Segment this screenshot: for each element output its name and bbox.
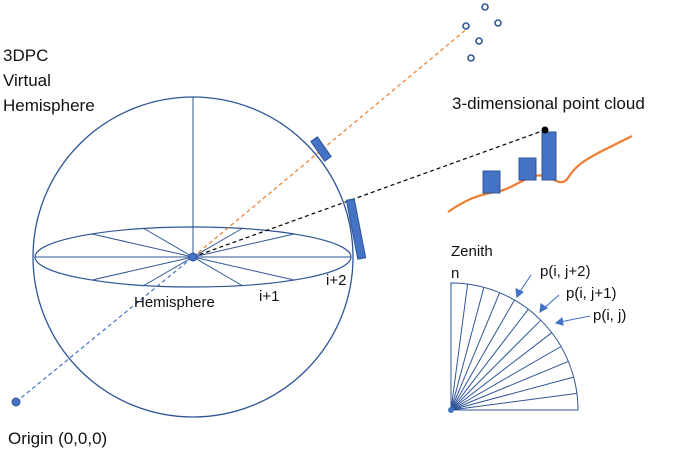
cloud-bar-2 [518, 157, 537, 181]
terrain-curve [447, 135, 633, 213]
point-cloud-label: 3-dimensional point cloud [452, 94, 645, 113]
center-point [188, 252, 198, 262]
zenith-origin-point [448, 407, 454, 413]
i-plus-1-label: i+1 [259, 288, 280, 305]
n-label: n [451, 265, 460, 282]
i-plus-2-label: i+2 [326, 272, 347, 289]
p-ij2-label: p(i, j+2) [540, 263, 591, 280]
p-ij1-label: p(i, j+1) [566, 285, 617, 302]
zenith-fan [450, 282, 579, 411]
title-line-2: Virtual [3, 71, 51, 90]
cloud-bar-3 [541, 131, 557, 181]
surface-bar-lower [345, 198, 367, 260]
title-line-1: 3DPC [3, 46, 49, 65]
p-arrows [515, 274, 591, 326]
origin-point [11, 397, 21, 407]
surface-bar-upper [310, 136, 332, 162]
title-line-3: Hemisphere [3, 96, 95, 115]
hemisphere-label: Hemisphere [134, 294, 215, 311]
cloud-top-point [541, 126, 549, 134]
black-ray [192, 129, 546, 258]
origin-label: Origin (0,0,0) [8, 429, 108, 448]
zenith-label: Zenith [451, 243, 493, 260]
origin-ray [15, 256, 194, 403]
sky-points [462, 3, 502, 62]
p-ij-label: p(i, j) [593, 307, 627, 324]
cloud-bar-1 [482, 170, 501, 194]
orange-ray [192, 27, 469, 258]
